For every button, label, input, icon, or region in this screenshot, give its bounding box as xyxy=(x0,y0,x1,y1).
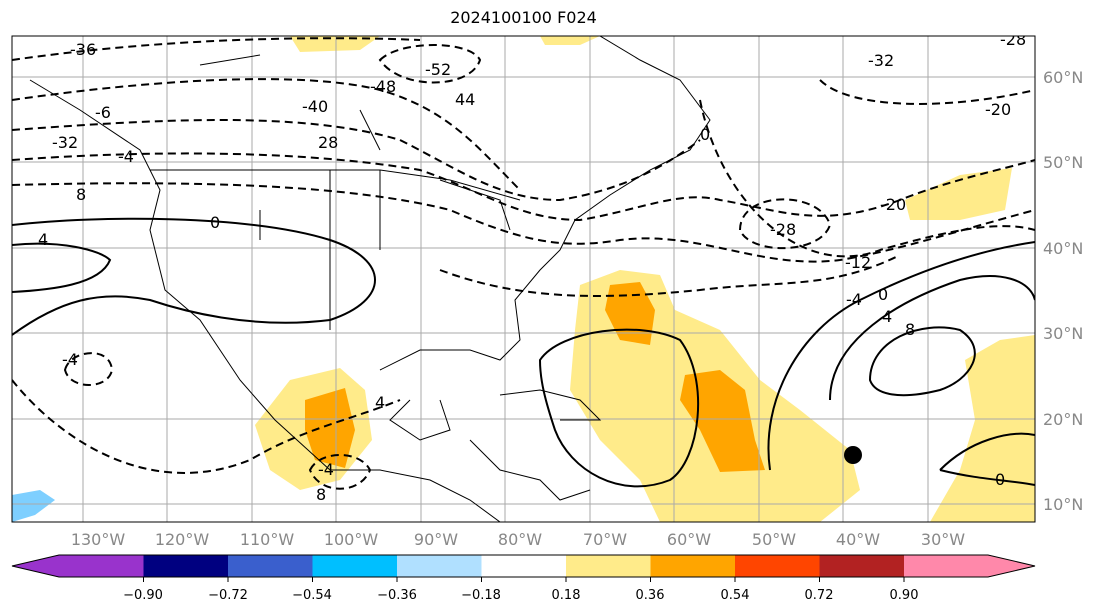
svg-text:-52: -52 xyxy=(425,60,451,79)
svg-text:0: 0 xyxy=(700,125,710,144)
svg-text:-20: -20 xyxy=(880,195,906,214)
svg-text:-20: -20 xyxy=(985,100,1011,119)
colorbar-segment xyxy=(904,555,988,577)
svg-text:20°N: 20°N xyxy=(1043,410,1083,429)
svg-text:40°N: 40°N xyxy=(1043,239,1083,258)
svg-text:4: 4 xyxy=(38,230,48,249)
svg-text:8: 8 xyxy=(316,485,326,504)
svg-text:4: 4 xyxy=(375,393,385,412)
colorbar-segment xyxy=(566,555,651,577)
svg-text:−0.18: −0.18 xyxy=(461,588,501,603)
plot-frame xyxy=(11,35,1036,523)
svg-text:0.36: 0.36 xyxy=(636,588,665,603)
svg-text:0: 0 xyxy=(878,285,888,304)
svg-text:28: 28 xyxy=(318,133,338,152)
svg-text:120°W: 120°W xyxy=(155,530,210,549)
svg-text:0.90: 0.90 xyxy=(890,588,919,603)
svg-text:-48: -48 xyxy=(370,77,396,96)
svg-text:70°W: 70°W xyxy=(583,530,627,549)
colorbar-extend-min xyxy=(12,555,59,577)
svg-text:90°W: 90°W xyxy=(414,530,458,549)
latitude-labels: 60°N 50°N 40°N 30°N 20°N 10°N xyxy=(1043,68,1083,514)
coastlines xyxy=(29,36,711,522)
svg-text:100°W: 100°W xyxy=(324,530,379,549)
svg-text:-32: -32 xyxy=(52,133,78,152)
svg-text:44: 44 xyxy=(455,90,475,109)
svg-text:-28: -28 xyxy=(1000,30,1026,49)
svg-text:0.18: 0.18 xyxy=(552,588,581,603)
svg-text:50°N: 50°N xyxy=(1043,153,1083,172)
colorbar-segment xyxy=(650,555,736,577)
svg-text:0.54: 0.54 xyxy=(721,588,750,603)
colorbar-outline xyxy=(11,554,1036,578)
svg-text:-36: -36 xyxy=(70,40,96,59)
svg-text:50°W: 50°W xyxy=(752,530,796,549)
colorbar-segment xyxy=(735,555,820,577)
svg-text:-6: -6 xyxy=(95,103,111,122)
storm-center-dot xyxy=(844,446,862,464)
svg-text:110°W: 110°W xyxy=(240,530,295,549)
svg-text:-4: -4 xyxy=(846,290,862,309)
svg-text:40°W: 40°W xyxy=(836,530,880,549)
svg-text:-28: -28 xyxy=(770,220,796,239)
svg-text:130°W: 130°W xyxy=(71,530,126,549)
colorbar-extend-max xyxy=(988,555,1035,577)
colorbar-segment xyxy=(59,555,144,577)
svg-text:80°W: 80°W xyxy=(498,530,542,549)
svg-text:-40: -40 xyxy=(302,97,328,116)
svg-text:60°N: 60°N xyxy=(1043,68,1083,87)
figure-title: 2024100100 F024 xyxy=(450,8,597,27)
colorbar xyxy=(11,554,1036,582)
svg-text:8: 8 xyxy=(76,185,86,204)
svg-text:10°N: 10°N xyxy=(1043,495,1083,514)
svg-text:-32: -32 xyxy=(868,51,894,70)
colorbar-tick-labels: −0.90 −0.72 −0.54 −0.36 −0.18 0.18 0.36 … xyxy=(123,588,918,603)
svg-text:-4: -4 xyxy=(118,147,134,166)
svg-text:−0.54: −0.54 xyxy=(292,588,332,603)
svg-text:0.72: 0.72 xyxy=(805,588,834,603)
svg-text:4: 4 xyxy=(882,307,892,326)
colorbar-segment xyxy=(481,555,567,577)
contour-labels: -36 -6 -32 -4 8 -40 28 -48 -52 44 -32 -2… xyxy=(38,30,1026,504)
svg-text:30°W: 30°W xyxy=(921,530,965,549)
colorbar-segment xyxy=(397,555,482,577)
svg-text:8: 8 xyxy=(905,320,915,339)
contours xyxy=(12,37,1035,490)
svg-text:−0.90: −0.90 xyxy=(123,588,163,603)
map-plot-area: -36 -6 -32 -4 8 -40 28 -48 -52 44 -32 -2… xyxy=(12,30,1035,522)
svg-text:-4: -4 xyxy=(62,350,78,369)
svg-text:-4: -4 xyxy=(318,460,334,479)
svg-text:0: 0 xyxy=(995,470,1005,489)
svg-text:60°W: 60°W xyxy=(667,530,711,549)
colorbar-segment xyxy=(143,555,229,577)
colorbar-segment xyxy=(228,555,313,577)
svg-text:30°N: 30°N xyxy=(1043,324,1083,343)
svg-text:0: 0 xyxy=(210,213,220,232)
svg-text:-12: -12 xyxy=(845,253,871,272)
longitude-labels: 130°W 120°W 110°W 100°W 90°W 80°W 70°W 6… xyxy=(71,530,965,549)
colorbar-segment xyxy=(819,555,905,577)
svg-text:−0.72: −0.72 xyxy=(208,588,248,603)
colorbar-segment xyxy=(312,555,398,577)
svg-text:−0.36: −0.36 xyxy=(377,588,417,603)
